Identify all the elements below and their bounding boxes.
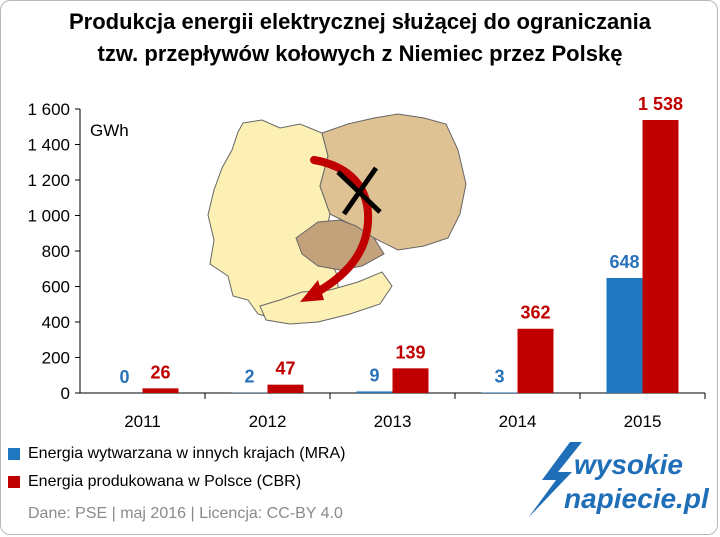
data-label-mra: 648	[609, 252, 639, 272]
legend-label-cbr: Energia produkowana w Polsce (CBR)	[28, 473, 302, 490]
chart-title-line1: Produkcja energii elektrycznej służącej …	[69, 9, 651, 34]
map-austria	[259, 271, 393, 325]
x-tick-label: 2013	[374, 412, 412, 431]
loop-flow-arrow	[310, 156, 373, 298]
y-tick-label: 1 400	[27, 136, 70, 155]
data-label-cbr: 362	[520, 303, 550, 323]
bar-mra	[481, 392, 518, 393]
bar-mra	[356, 391, 393, 393]
unit-label: GWh	[90, 121, 129, 140]
data-label-cbr: 1 538	[638, 94, 683, 114]
y-tick-label: 0	[61, 384, 70, 403]
x-tick-label: 2011	[124, 412, 161, 431]
legend-item-cbr: Energia produkowana w Polsce (CBR)	[8, 468, 345, 496]
logo-text-line2: napiecie.pl	[564, 483, 710, 514]
legend-swatch-mra	[8, 448, 20, 460]
legend-item-mra: Energia wytwarzana w innych krajach (MRA…	[8, 440, 345, 468]
x-tick-label: 2014	[499, 412, 537, 431]
data-label-mra: 9	[369, 365, 379, 385]
bar-cbr	[517, 328, 554, 393]
data-label-mra: 2	[244, 367, 254, 387]
y-tick-label: 400	[42, 313, 70, 332]
map-czechia	[295, 219, 385, 271]
chart-title: Produkcja energii elektrycznej służącej …	[0, 6, 720, 70]
logo-text-line1: wysokie	[574, 449, 683, 480]
data-label-cbr: 139	[395, 342, 425, 362]
y-tick-label: 1 600	[27, 100, 70, 119]
y-tick-label: 200	[42, 349, 70, 368]
data-label-mra: 0	[119, 367, 129, 387]
bar-cbr	[392, 368, 429, 393]
source-note: Dane: PSE | maj 2016 | Licencja: CC-BY 4…	[28, 505, 343, 522]
legend-label-mra: Energia wytwarzana w innych krajach (MRA…	[28, 445, 346, 462]
lightning-bolt-icon	[528, 442, 582, 518]
legend-swatch-cbr	[8, 476, 20, 488]
data-label-mra: 3	[494, 366, 504, 386]
data-labels: 0 26 2 47 9 139 3 362 648 1 538	[119, 94, 683, 387]
bar-mra	[606, 277, 643, 393]
x-tick-label: 2015	[624, 412, 662, 431]
wysokie-napiecie-logo: wysokie napiecie.pl	[528, 442, 710, 518]
x-axis-ticks: 2011 2012 2013 2014 2015	[124, 393, 706, 431]
map-illustration	[207, 113, 467, 325]
bar-cbr	[142, 388, 179, 393]
y-axis-ticks: 0 200 400 600 800 1 000 1 200 1 400 1 600	[27, 100, 80, 403]
data-label-cbr: 47	[275, 359, 295, 379]
x-tick-label: 2012	[249, 412, 287, 431]
legend: Energia wytwarzana w innych krajach (MRA…	[8, 440, 345, 496]
blocked-cross-line-b	[341, 166, 379, 216]
y-tick-label: 600	[42, 278, 70, 297]
y-tick-label: 1 000	[27, 207, 70, 226]
y-tick-label: 1 200	[27, 171, 70, 190]
map-poland	[319, 113, 467, 251]
bar-cbr	[642, 120, 679, 393]
bar-cbr	[267, 384, 304, 393]
chart-title-line2: tzw. przepływów kołowych z Niemiec przez…	[97, 41, 623, 66]
bar-series	[142, 120, 679, 393]
loop-flow-arrowhead	[300, 280, 324, 302]
data-label-cbr: 26	[150, 362, 170, 382]
y-tick-label: 800	[42, 242, 70, 261]
